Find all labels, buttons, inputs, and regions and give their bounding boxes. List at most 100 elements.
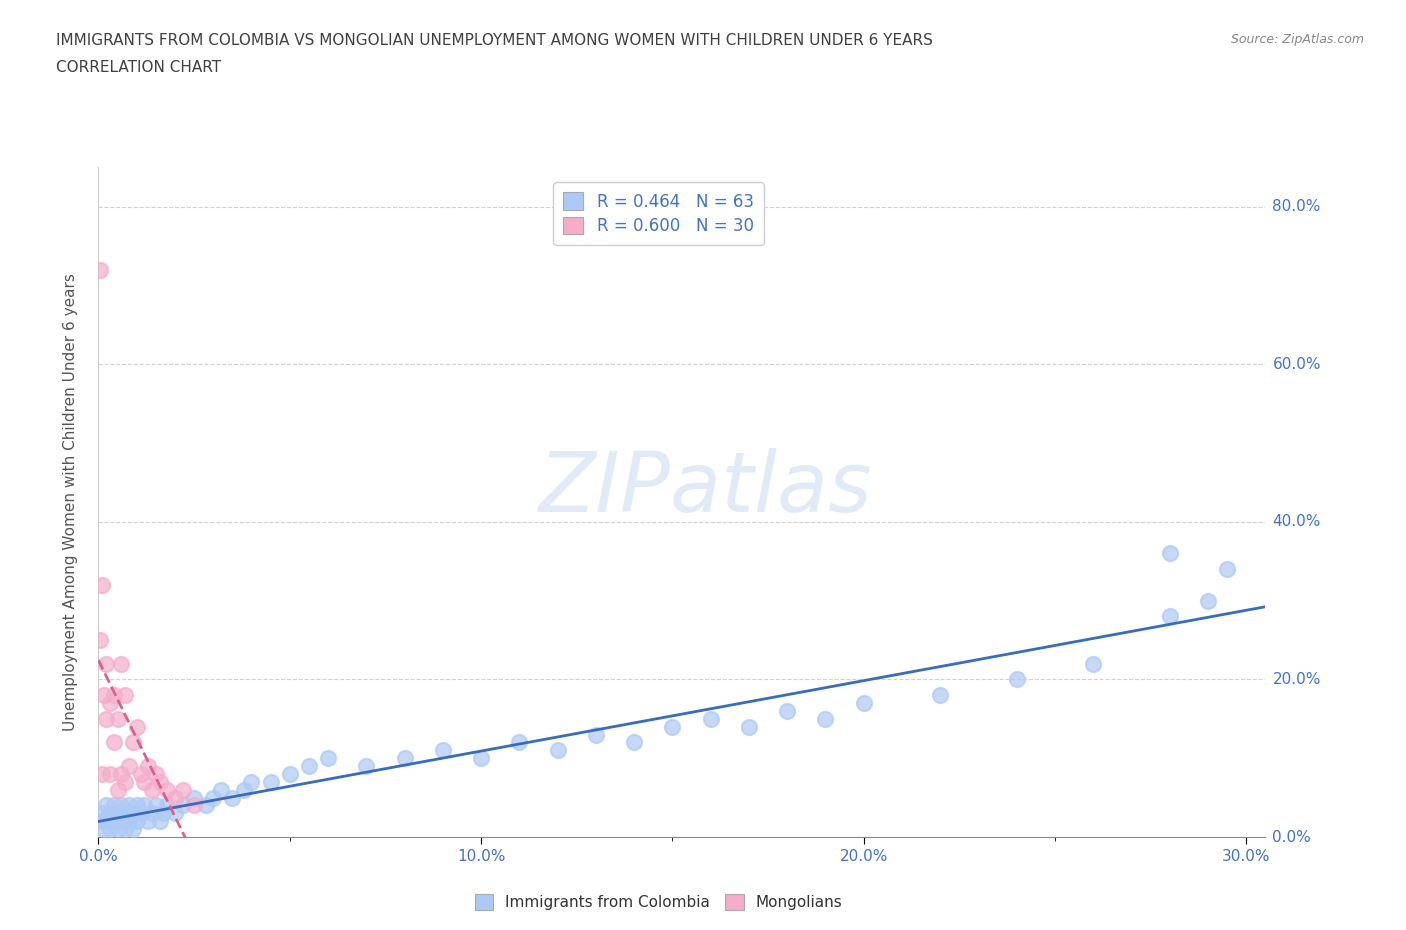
- Point: [194, 798, 217, 813]
- Point: [432, 743, 454, 758]
- Point: [89, 262, 111, 277]
- Point: [129, 766, 152, 781]
- Point: [94, 798, 117, 813]
- Point: [852, 696, 875, 711]
- Point: [114, 822, 136, 837]
- Legend: Immigrants from Colombia, Mongolians: Immigrants from Colombia, Mongolians: [468, 888, 849, 916]
- Point: [98, 696, 121, 711]
- Point: [134, 798, 156, 813]
- Point: [114, 806, 136, 821]
- Point: [278, 766, 301, 781]
- Text: CORRELATION CHART: CORRELATION CHART: [56, 60, 221, 75]
- Point: [110, 814, 132, 829]
- Text: ZIPatlas: ZIPatlas: [538, 448, 872, 529]
- Point: [107, 806, 129, 821]
- Text: 20.0%: 20.0%: [1272, 672, 1320, 687]
- Point: [814, 711, 837, 726]
- Point: [98, 806, 121, 821]
- Point: [776, 703, 799, 718]
- Point: [1159, 609, 1181, 624]
- Text: 0.0%: 0.0%: [1272, 830, 1312, 844]
- Point: [149, 814, 172, 829]
- Point: [929, 688, 952, 703]
- Point: [93, 822, 115, 837]
- Point: [298, 759, 321, 774]
- Point: [118, 798, 141, 813]
- Point: [94, 657, 117, 671]
- Point: [136, 759, 159, 774]
- Point: [125, 719, 148, 734]
- Point: [98, 766, 121, 781]
- Point: [134, 775, 156, 790]
- Point: [183, 790, 205, 805]
- Point: [221, 790, 243, 805]
- Point: [103, 688, 125, 703]
- Point: [110, 798, 132, 813]
- Point: [202, 790, 225, 805]
- Point: [125, 814, 148, 829]
- Point: [103, 798, 125, 813]
- Point: [1083, 657, 1105, 671]
- Point: [107, 782, 129, 797]
- Point: [121, 822, 143, 837]
- Point: [98, 822, 121, 837]
- Point: [1159, 546, 1181, 561]
- Point: [145, 766, 167, 781]
- Point: [89, 632, 111, 647]
- Point: [145, 798, 167, 813]
- Point: [156, 798, 179, 813]
- Point: [125, 798, 148, 813]
- Point: [91, 766, 114, 781]
- Point: [508, 735, 530, 750]
- Point: [163, 806, 186, 821]
- Point: [316, 751, 339, 765]
- Text: IMMIGRANTS FROM COLOMBIA VS MONGOLIAN UNEMPLOYMENT AMONG WOMEN WITH CHILDREN UND: IMMIGRANTS FROM COLOMBIA VS MONGOLIAN UN…: [56, 33, 934, 47]
- Text: Source: ZipAtlas.com: Source: ZipAtlas.com: [1230, 33, 1364, 46]
- Point: [103, 735, 125, 750]
- Point: [141, 782, 163, 797]
- Point: [118, 814, 141, 829]
- Text: 80.0%: 80.0%: [1272, 199, 1320, 214]
- Point: [354, 759, 377, 774]
- Point: [114, 688, 136, 703]
- Point: [114, 775, 136, 790]
- Point: [121, 806, 143, 821]
- Point: [232, 782, 254, 797]
- Point: [1005, 672, 1028, 687]
- Point: [661, 719, 683, 734]
- Point: [183, 798, 205, 813]
- Point: [240, 775, 263, 790]
- Point: [121, 735, 143, 750]
- Point: [259, 775, 281, 790]
- Point: [141, 806, 163, 821]
- Point: [107, 711, 129, 726]
- Point: [91, 578, 114, 592]
- Point: [156, 782, 179, 797]
- Text: 60.0%: 60.0%: [1272, 357, 1320, 372]
- Point: [136, 814, 159, 829]
- Point: [1216, 562, 1239, 577]
- Text: 40.0%: 40.0%: [1272, 514, 1320, 529]
- Point: [107, 822, 129, 837]
- Point: [110, 766, 132, 781]
- Point: [394, 751, 416, 765]
- Point: [172, 782, 194, 797]
- Point: [118, 759, 141, 774]
- Point: [129, 806, 152, 821]
- Point: [91, 806, 114, 821]
- Point: [623, 735, 645, 750]
- Point: [699, 711, 721, 726]
- Point: [1197, 593, 1219, 608]
- Point: [585, 727, 607, 742]
- Point: [110, 657, 132, 671]
- Point: [738, 719, 761, 734]
- Point: [209, 782, 232, 797]
- Point: [163, 790, 186, 805]
- Point: [172, 798, 194, 813]
- Point: [89, 814, 111, 829]
- Point: [149, 775, 172, 790]
- Point: [470, 751, 492, 765]
- Point: [152, 806, 174, 821]
- Point: [547, 743, 569, 758]
- Point: [103, 814, 125, 829]
